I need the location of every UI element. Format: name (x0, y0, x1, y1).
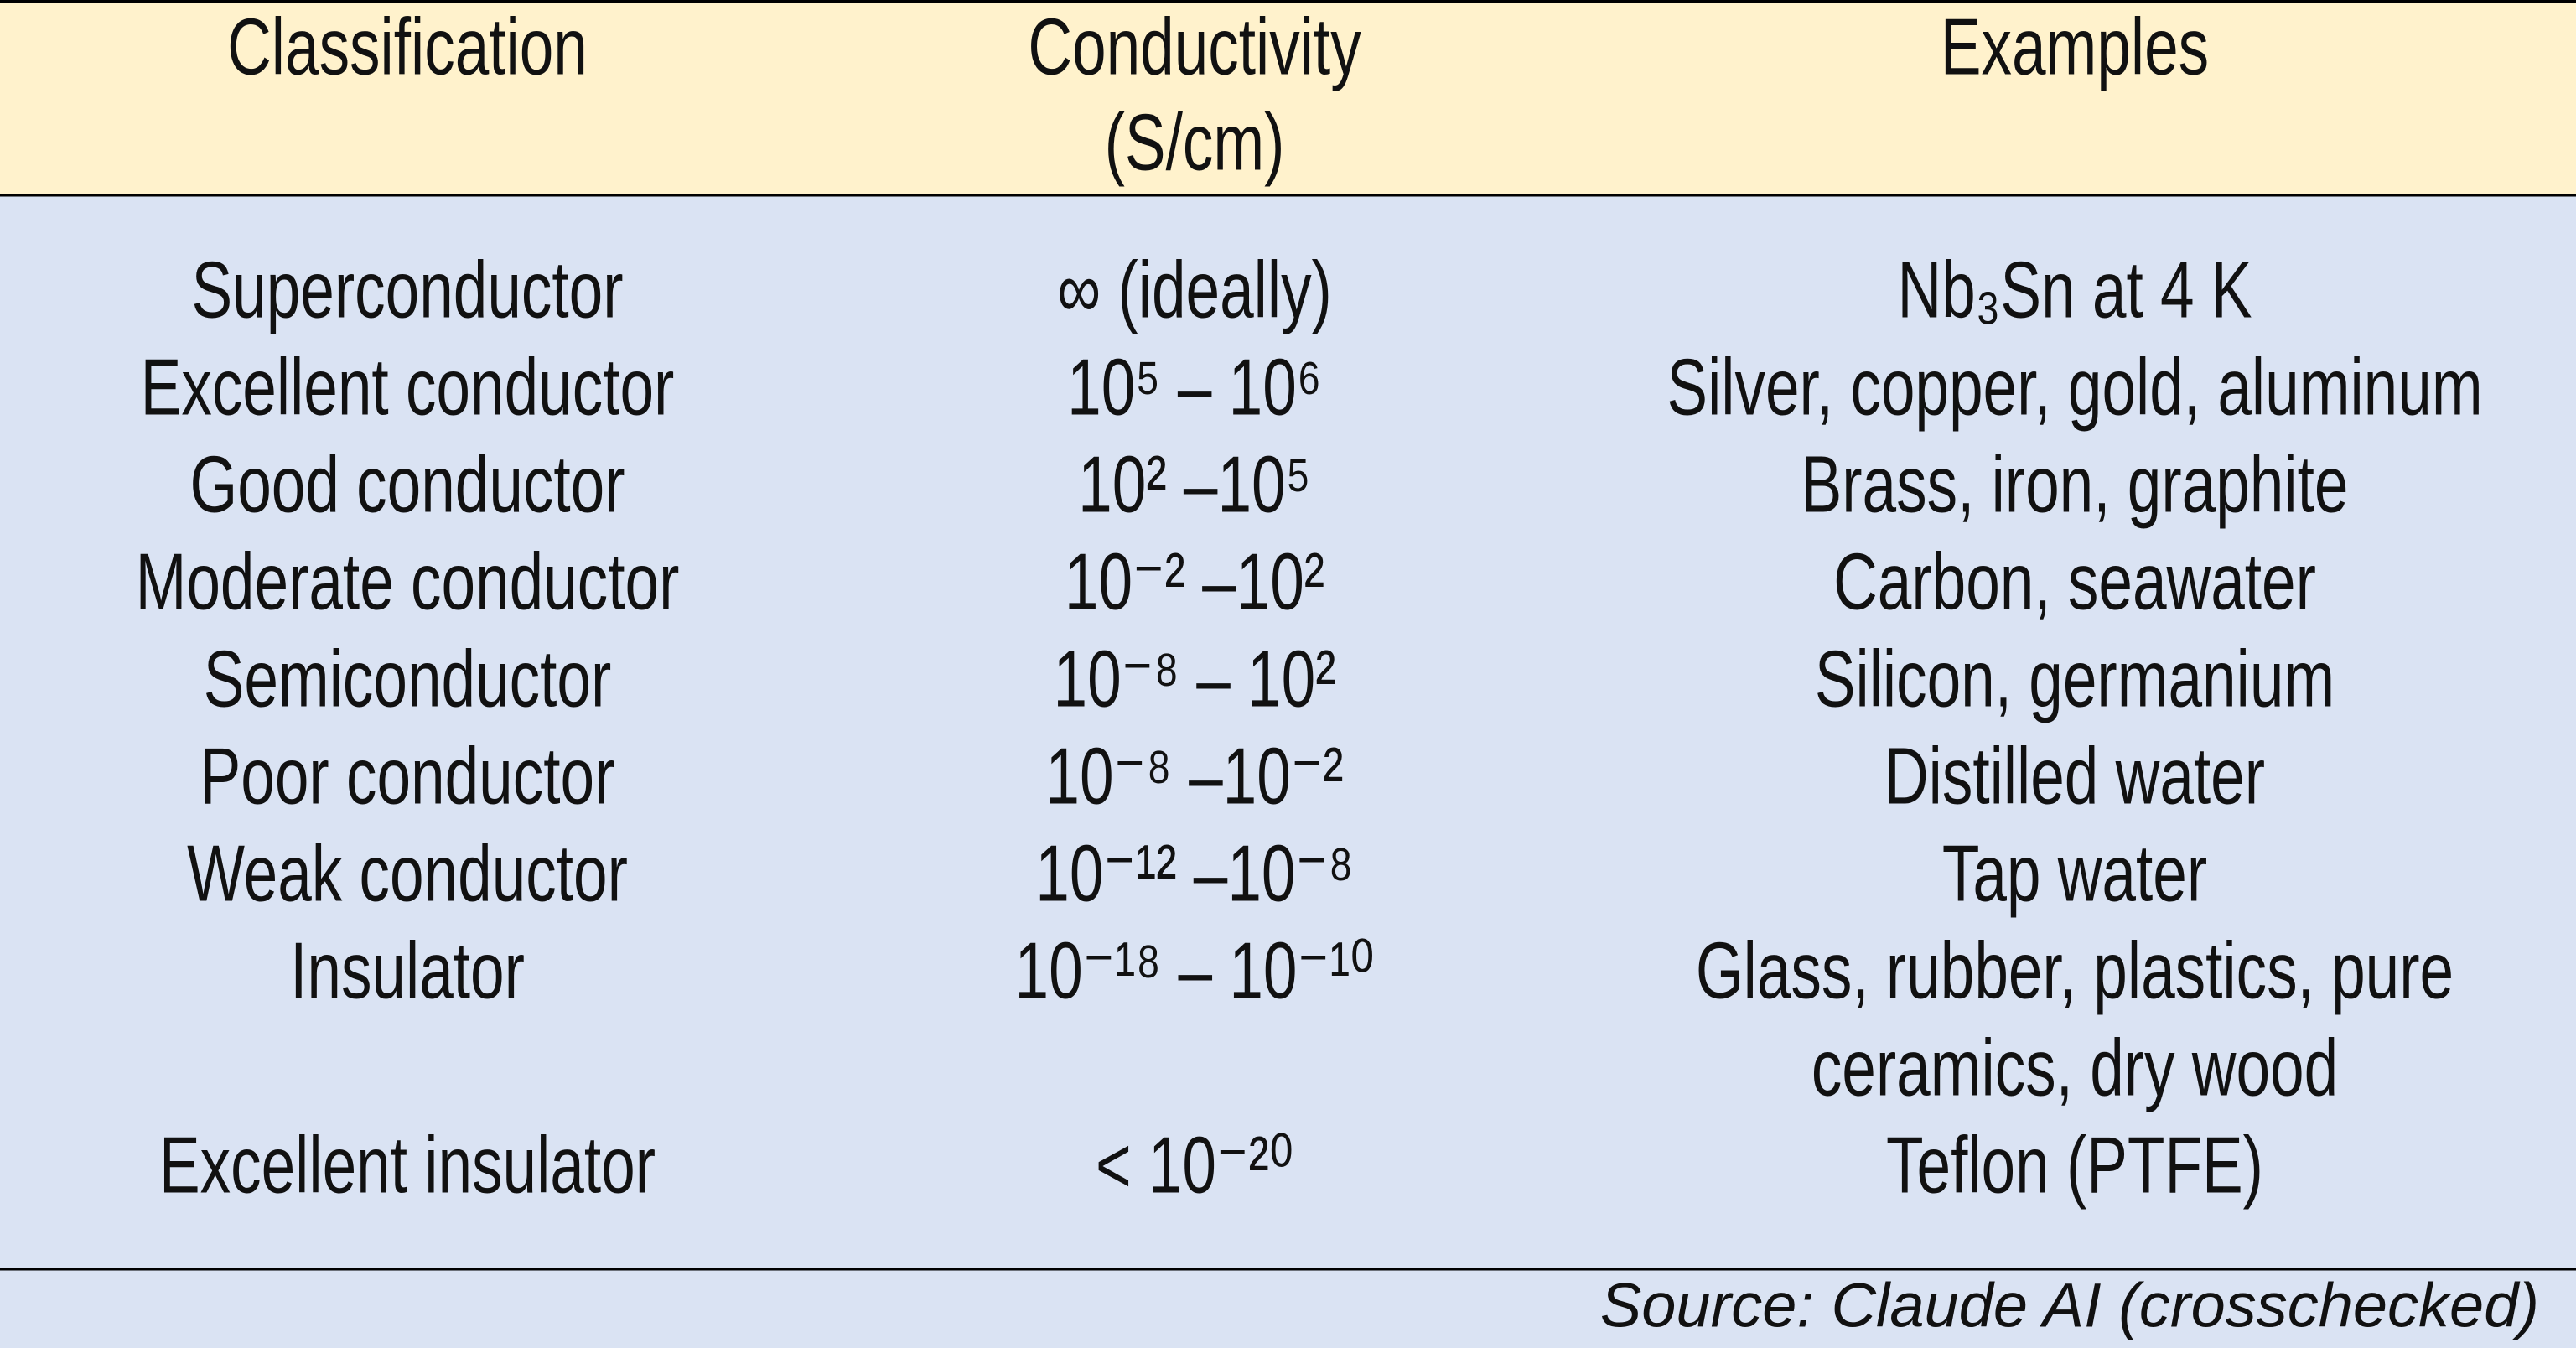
examples-cell: ceramics, dry wood (1811, 1024, 2338, 1113)
examples-cell: Silver, copper, gold, aluminum (1666, 343, 2482, 433)
conductivity: < 10⁻²⁰ (1096, 1121, 1293, 1211)
header-text: Conductivity (1028, 3, 1361, 92)
examples: Silver, copper, gold, aluminum (1666, 343, 2482, 433)
conductivity: 10⁻² –10² (1065, 537, 1324, 627)
header-text: (S/cm) (1105, 98, 1285, 188)
classification-cell: Insulator (290, 926, 525, 1016)
examples: Nb₃Sn at 4 K (1897, 246, 2252, 335)
examples: Teflon (PTFE) (1886, 1121, 2263, 1211)
examples-cell: Brass, iron, graphite (1801, 440, 2349, 530)
examples: Silicon, germanium (1815, 635, 2335, 724)
classification: Superconductor (191, 246, 623, 335)
conductivity-cell: < 10⁻²⁰ (1096, 1121, 1293, 1211)
header-text-cell: Examples (1941, 3, 2209, 92)
examples-cell: Distilled water (1884, 732, 2265, 822)
conductivity-cell: 10⁻⁸ –10⁻² (1045, 732, 1343, 822)
classification: Excellent insulator (159, 1121, 656, 1211)
header-text: Classification (227, 3, 588, 92)
classification: Moderate conductor (136, 537, 680, 627)
examples-cell: Tap water (1942, 829, 2207, 919)
conductivity: 10⁻⁸ –10⁻² (1045, 732, 1343, 822)
conductivity-cell: 10⁵ – 10⁶ (1067, 343, 1322, 433)
conductivity: 10⁻¹⁸ – 10⁻¹⁰ (1014, 926, 1374, 1016)
conductivity: ∞ (ideally) (1057, 246, 1332, 335)
classification-cell: Superconductor (191, 246, 623, 335)
body-band (0, 195, 2576, 1348)
examples: Glass, rubber, plastics, pure (1696, 926, 2454, 1016)
classification-cell: Weak conductor (187, 829, 628, 919)
conductivity-cell: 10⁻² –10² (1065, 537, 1324, 627)
conductivity: 10² –10⁵ (1078, 440, 1311, 530)
classification-cell: Excellent insulator (159, 1121, 656, 1211)
conductivity: 10⁻¹² –10⁻⁸ (1035, 829, 1353, 919)
conductivity: 10⁻⁸ – 10² (1054, 635, 1336, 724)
classification-cell: Semiconductor (204, 635, 612, 724)
examples: Tap water (1942, 829, 2207, 919)
examples-cell: Teflon (PTFE) (1886, 1121, 2263, 1211)
examples-cell: Glass, rubber, plastics, pure (1696, 926, 2454, 1016)
examples: Carbon, seawater (1833, 537, 2316, 627)
classification: Excellent conductor (141, 343, 675, 433)
classification-cell: Poor conductor (200, 732, 615, 822)
examples-cell: Nb₃Sn at 4 K (1897, 246, 2252, 335)
examples: Distilled water (1884, 732, 2265, 822)
classification-cell: Moderate conductor (136, 537, 680, 627)
conductivity-cell: ∞ (ideally) (1057, 246, 1332, 335)
classification: Semiconductor (204, 635, 612, 724)
classification-cell: Good conductor (189, 440, 625, 530)
header-text-cell: Conductivity (1028, 3, 1361, 92)
examples-cell: Carbon, seawater (1833, 537, 2316, 627)
conductivity-cell: 10⁻⁸ – 10² (1054, 635, 1336, 724)
header-text-cell: Classification (227, 3, 588, 92)
classification: Poor conductor (200, 732, 615, 822)
header-text: Examples (1941, 3, 2209, 92)
header-text-cell: (S/cm) (1105, 98, 1285, 188)
examples: ceramics, dry wood (1811, 1024, 2338, 1113)
source-note: Source: Claude AI (crosschecked) (1600, 1271, 2539, 1340)
examples: Brass, iron, graphite (1801, 440, 2349, 530)
classification: Insulator (290, 926, 525, 1016)
classification: Weak conductor (187, 829, 628, 919)
examples-cell: Silicon, germanium (1815, 635, 2335, 724)
classification: Good conductor (189, 440, 625, 530)
conductivity: 10⁵ – 10⁶ (1067, 343, 1322, 433)
conductivity-cell: 10⁻¹⁸ – 10⁻¹⁰ (1014, 926, 1374, 1016)
header-band (0, 0, 2576, 195)
conductivity-cell: 10² –10⁵ (1078, 440, 1311, 530)
conductivity-cell: 10⁻¹² –10⁻⁸ (1035, 829, 1353, 919)
classification-cell: Excellent conductor (141, 343, 675, 433)
